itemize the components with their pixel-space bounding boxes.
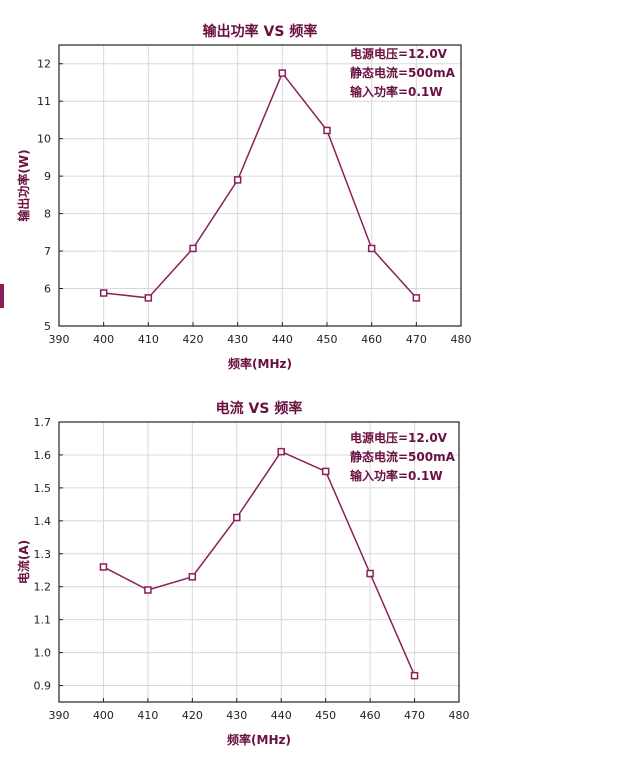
y-tick-label: 0.9 [34,680,52,693]
data-point [144,294,153,302]
series-line [103,71,417,299]
x-tick-label: 420 [182,709,203,722]
y-tick-label: 1.1 [34,614,52,627]
data-point [233,176,242,184]
x-tick-label: 470 [406,333,427,346]
y-tick-label: 1.3 [34,548,52,561]
annotation-text: 静态电流=500mA [350,65,456,80]
y-tick-label: 7 [44,245,51,258]
chart-1: 390 400 410 420 430 440 450 460 470 480 5 6 7 8 9 10 11 1… [16,23,472,371]
x-tick-label: 400 [93,709,114,722]
x-tick-label: 450 [317,333,338,346]
x-tick-label: 390 [49,709,70,722]
y-tick-label: 1.0 [34,647,52,660]
annotation-text: 电源电压=12.0V [350,46,448,61]
x-tick-label: 480 [449,709,470,722]
y-tick-label: 1.4 [34,515,52,528]
y-tick-label: 1.6 [34,449,52,462]
y-tick-label: 10 [37,133,51,146]
x-tick-label: 410 [137,709,158,722]
data-point [321,467,330,476]
x-axis-label: 频率(MHz) [227,732,291,747]
y-tick-label: 11 [37,95,51,108]
data-point [323,126,331,135]
y-axis-label: 输出功率(W) [16,149,31,221]
x-tick-label: 460 [361,333,382,346]
y-tick-label: 1.2 [34,581,52,594]
data-point [366,569,374,578]
series-line [103,450,416,676]
x-tick-label: 400 [93,333,114,346]
chart-2: 390 400 410 420 430 440 450 460 470 480 0.9 1.0 1.1 1… [16,400,470,747]
plot-frame [58,44,462,327]
y-tick-label: 6 [44,283,51,296]
x-tick-label: 410 [138,333,159,346]
x-tick-label: 430 [226,709,247,722]
data-point [367,244,376,253]
edge-marker [0,284,4,308]
data-point [99,289,108,297]
y-tick-label: 5 [44,320,51,333]
y-axis-label: 电流(A) [16,540,31,584]
data-point [188,573,197,581]
data-point [233,513,241,522]
data-point [410,671,419,680]
annotation-text: 电源电压=12.0V [350,430,448,445]
data-point [99,563,108,571]
x-tick-label: 470 [404,709,425,722]
x-tick-label: 430 [227,333,248,346]
annotation-text: 输入功率=0.1W [350,84,443,99]
x-tick-label: 480 [451,333,472,346]
x-tick-label: 390 [49,333,70,346]
plot-frame [58,421,460,703]
x-tick-label: 440 [271,709,292,722]
annotation-text: 输入功率=0.1W [350,468,443,483]
x-axis-label: 频率(MHz) [228,356,292,371]
y-tick-label: 8 [44,208,51,221]
annotation-text: 静态电流=500mA [350,449,456,464]
data-point [144,586,152,594]
data-point [412,294,421,302]
data-point [189,244,197,253]
y-tick-label: 1.5 [34,482,52,495]
x-tick-label: 420 [183,333,204,346]
x-tick-label: 440 [272,333,293,346]
x-tick-label: 460 [360,709,381,722]
y-tick-label: 1.7 [34,416,52,429]
data-point [277,447,285,456]
x-tick-label: 450 [315,709,336,722]
y-tick-label: 12 [37,58,51,71]
data-point [278,69,287,77]
chart-title: 输出功率 VS 频率 [203,23,318,40]
chart-title: 电流 VS 频率 [216,400,303,417]
y-tick-label: 9 [44,170,51,183]
